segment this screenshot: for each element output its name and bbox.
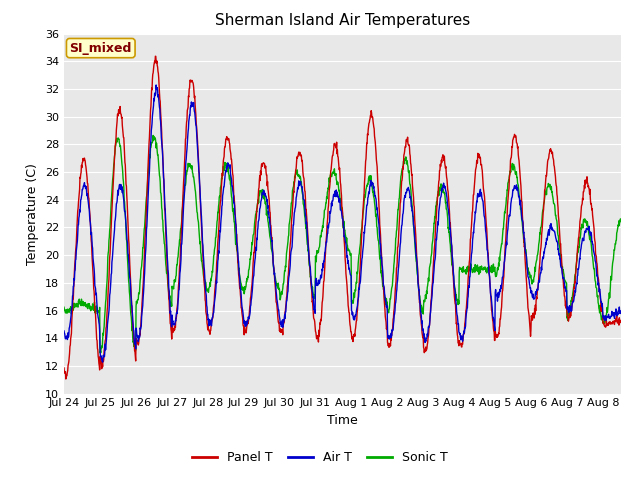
Legend: Panel T, Air T, Sonic T: Panel T, Air T, Sonic T (188, 446, 452, 469)
Title: Sherman Island Air Temperatures: Sherman Island Air Temperatures (215, 13, 470, 28)
Sonic T (297, 180, 305, 186)
X-axis label: Time: Time (327, 414, 358, 427)
Air T (126, 276, 134, 282)
Sonic T (149, 132, 157, 138)
Panel T (319, 298, 326, 303)
Air T (99, 359, 106, 365)
Panel T (378, 253, 385, 259)
Panel T (297, 152, 305, 158)
Air T (308, 290, 316, 296)
Line: Sonic T: Sonic T (64, 135, 621, 353)
Panel T (62, 376, 70, 382)
Air T (104, 322, 111, 327)
Air T (60, 328, 68, 334)
Sonic T (126, 301, 134, 307)
Panel T (308, 299, 316, 304)
Sonic T (96, 350, 104, 356)
Panel T (617, 318, 625, 324)
Air T (319, 268, 326, 274)
Panel T (152, 53, 159, 59)
Sonic T (104, 269, 111, 275)
Sonic T (60, 304, 68, 310)
Y-axis label: Temperature (C): Temperature (C) (26, 163, 39, 264)
Sonic T (308, 284, 316, 290)
Sonic T (319, 223, 326, 229)
Line: Air T: Air T (64, 85, 621, 362)
Air T (378, 254, 385, 260)
Air T (297, 182, 305, 188)
Panel T (126, 268, 134, 274)
Sonic T (617, 219, 625, 225)
Panel T (104, 304, 111, 310)
Panel T (60, 365, 68, 371)
Air T (152, 82, 160, 88)
Sonic T (378, 273, 385, 279)
Text: SI_mixed: SI_mixed (70, 42, 132, 55)
Air T (617, 308, 625, 314)
Line: Panel T: Panel T (64, 56, 621, 379)
